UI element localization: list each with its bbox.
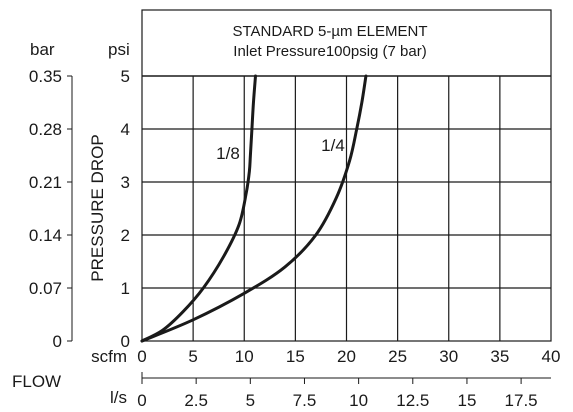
- x-scfm-tick-label: 40: [542, 347, 561, 366]
- x-scfm-tick-label: 15: [286, 347, 305, 366]
- series-line-1-4: [140, 74, 368, 343]
- series-line-1-8: [140, 74, 257, 343]
- y-psi-tick-label: 0: [121, 332, 130, 351]
- x-scfm-tick-label: 0: [137, 347, 146, 366]
- y-axis-label: PRESSURE DROP: [88, 134, 107, 281]
- axes: 0 1 2 3 4 5 0 0.07 0.14 0.21 0.28 0.35 0 5 10 15 20 25 30 3…: [29, 67, 561, 410]
- x-scfm-tick-label: 5: [188, 347, 197, 366]
- series-group: [140, 74, 368, 343]
- chart-subtitle: Inlet Pressure100psig (7 bar): [233, 43, 426, 60]
- x-scfm-tick-label: 25: [388, 347, 407, 366]
- x-ls-tick-label: 5: [246, 391, 255, 410]
- x-scfm-tick-label: 35: [490, 347, 509, 366]
- x-ls-tick-label: 12.5: [396, 391, 429, 410]
- y-bar-tick-label: 0.07: [29, 279, 62, 298]
- x-ls-tick-label: 7.5: [293, 391, 317, 410]
- x-ls-tick-label: 10: [349, 391, 368, 410]
- x-scfm-tick-label: 30: [439, 347, 458, 366]
- y-psi-tick-label: 4: [121, 120, 130, 139]
- x-scfm-tick-label: 20: [337, 347, 356, 366]
- chart-title: STANDARD 5-µm ELEMENT: [232, 23, 427, 40]
- y-psi-tick-label: 1: [121, 279, 130, 298]
- y-psi-tick-label: 2: [121, 226, 130, 245]
- grid: [142, 75, 551, 341]
- x-top-unit: scfm: [91, 347, 127, 366]
- y-bar-tick-label: 0: [53, 332, 62, 351]
- y-bar-tick-label: 0.14: [29, 226, 62, 245]
- x-scfm-tick-label: 10: [235, 347, 254, 366]
- y-bar-tick-label: 0.35: [29, 67, 62, 86]
- y-psi-tick-label: 3: [121, 173, 130, 192]
- x-ls-tick-label: 0: [137, 391, 146, 410]
- y-bar-tick-label: 0.21: [29, 173, 62, 192]
- x-ls-tick-label: 2.5: [184, 391, 208, 410]
- x-ls-tick-label: 15: [457, 391, 476, 410]
- y-right-unit: psi: [108, 40, 130, 59]
- y-bar-tick-label: 0.28: [29, 120, 62, 139]
- x-bottom-unit: l/s: [110, 388, 127, 407]
- series-label-1-8: 1/8: [216, 144, 240, 163]
- series-label-1-4: 1/4: [321, 136, 345, 155]
- y-left-unit: bar: [30, 40, 55, 59]
- x-axis-label: FLOW: [12, 372, 61, 391]
- x-ls-tick-label: 17.5: [505, 391, 538, 410]
- y-psi-tick-label: 5: [121, 67, 130, 86]
